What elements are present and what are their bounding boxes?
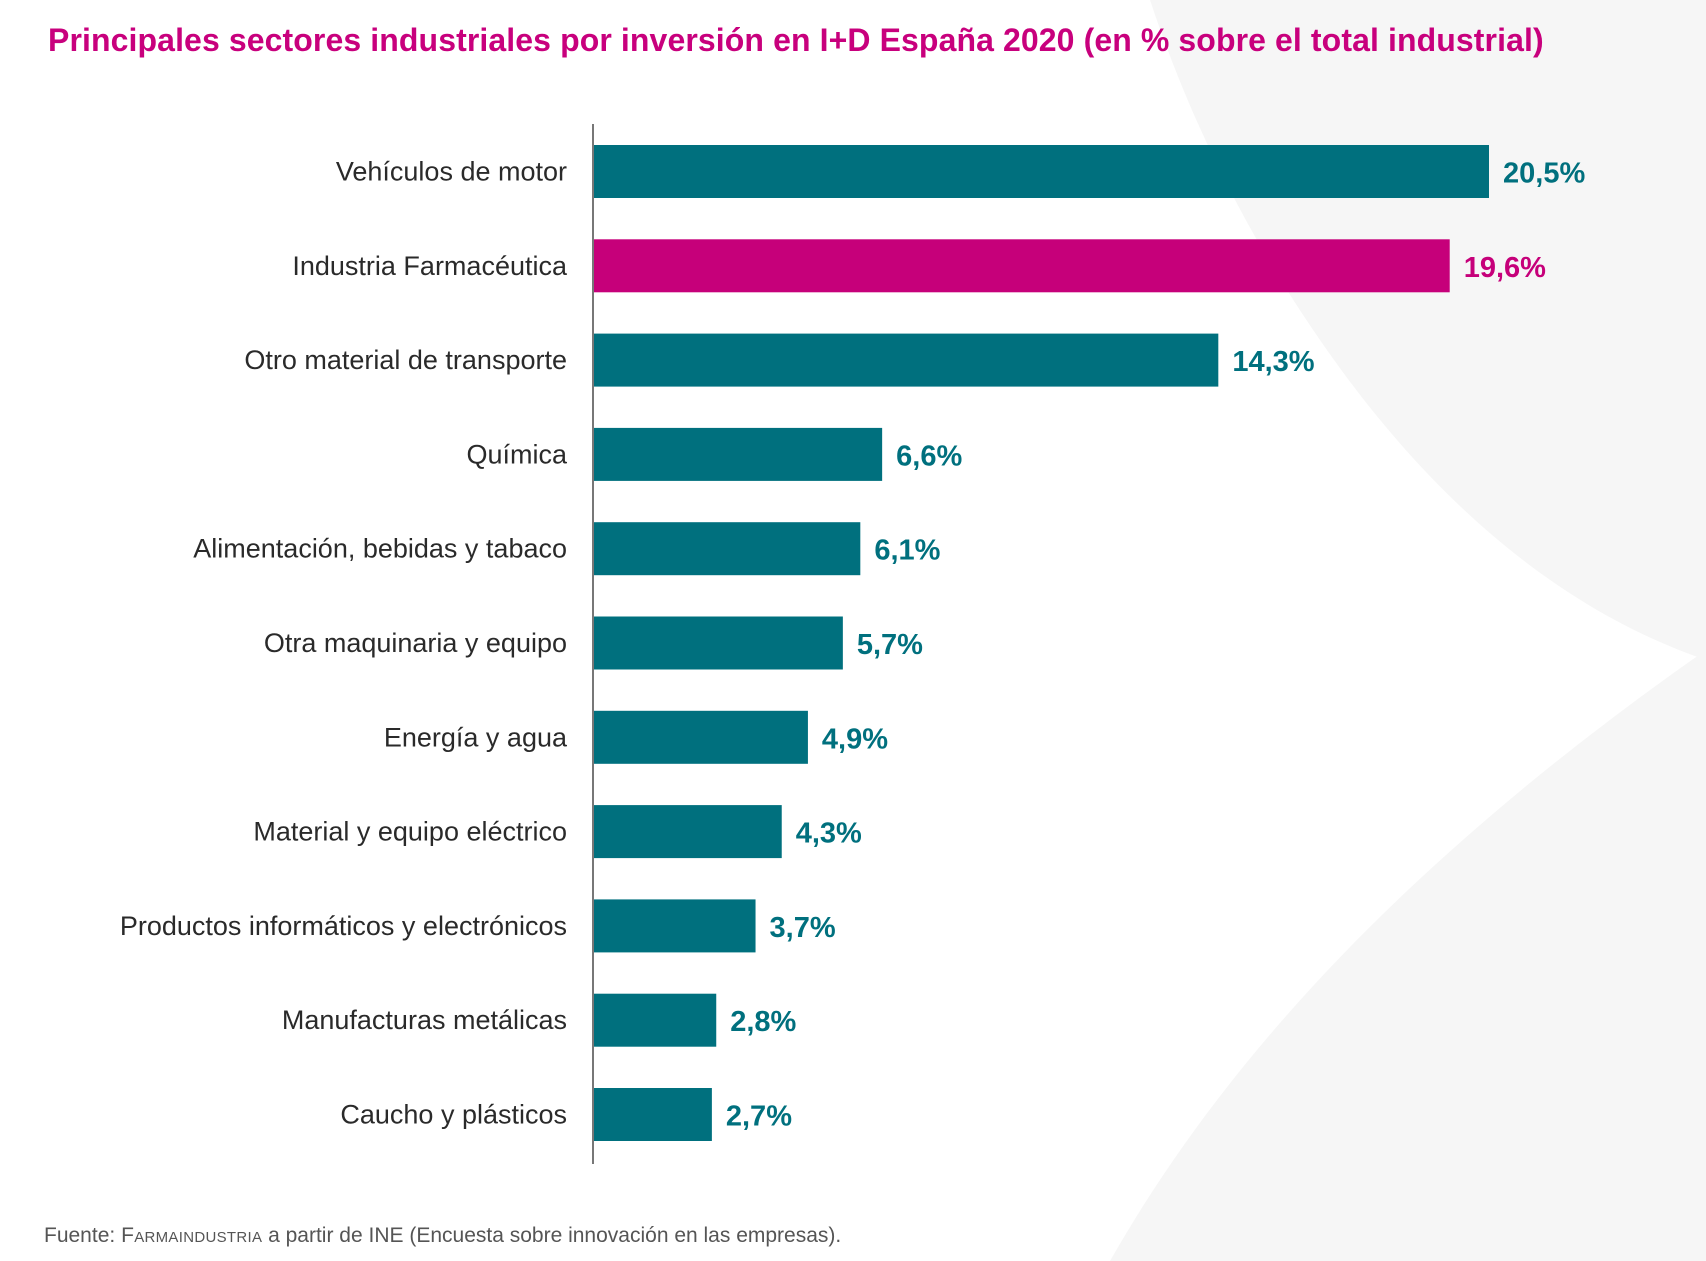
category-label: Química [466, 439, 568, 469]
value-label: 2,7% [726, 1101, 792, 1133]
bar [594, 805, 782, 859]
value-label: 5,7% [857, 629, 923, 661]
value-label: 4,9% [822, 723, 888, 755]
value-label: 6,6% [896, 440, 962, 472]
value-label: 3,7% [770, 912, 836, 944]
category-label: Otra maquinaria y equipo [264, 628, 567, 658]
bar [594, 710, 808, 764]
value-label: 2,8% [730, 1006, 796, 1038]
category-label: Material y equipo eléctrico [253, 817, 567, 847]
value-label: 4,3% [796, 818, 862, 850]
category-label: Caucho y plásticos [340, 1100, 567, 1130]
bar [594, 1088, 712, 1141]
chart-title: Principales sectores industriales por in… [48, 22, 1544, 58]
bars-group: Vehículos de motor 20,5% Industria Farmacé… [120, 145, 1585, 1141]
source-note: Fuente: Farmaindustria a partir de INE (… [44, 1224, 841, 1248]
bar [594, 333, 1219, 387]
value-label: 6,1% [874, 535, 940, 567]
category-label: Otro material de transporte [244, 345, 567, 375]
category-label: Productos informáticos y electrónicos [120, 911, 567, 941]
category-label: Vehículos de motor [336, 157, 567, 187]
bar [594, 145, 1489, 198]
category-label: Industria Farmacéutica [292, 251, 568, 281]
bar [594, 899, 756, 953]
source-prefix: Fuente: [44, 1224, 116, 1247]
source-organization: Farmaindustria [121, 1224, 263, 1247]
source-detail: a partir de INE (Encuesta sobre innovaci… [268, 1224, 842, 1247]
value-label: 20,5% [1503, 158, 1585, 190]
bar [594, 239, 1450, 293]
bar [594, 616, 843, 670]
category-label: Energía y agua [384, 722, 568, 752]
category-label: Manufacturas metálicas [282, 1005, 567, 1035]
value-label: 14,3% [1232, 346, 1314, 378]
bar [594, 993, 717, 1047]
bar [594, 522, 861, 576]
bar [594, 427, 883, 481]
category-label: Alimentación, bebidas y tabaco [193, 534, 567, 564]
value-label: 19,6% [1464, 252, 1546, 284]
